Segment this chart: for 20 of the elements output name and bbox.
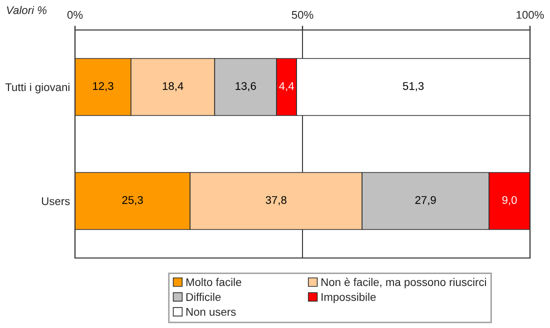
legend-label: Difficile xyxy=(186,292,221,301)
data-label: 18,4 xyxy=(162,82,184,92)
legend-label: Impossibile xyxy=(322,292,376,304)
x-tick-label: 100% xyxy=(516,10,544,19)
data-label: 4,4 xyxy=(279,82,294,92)
data-label: 27,9 xyxy=(415,196,436,206)
chart-title: Valori % xyxy=(6,6,46,14)
data-label: 51,3 xyxy=(402,82,424,92)
y-tick-label: Users xyxy=(42,197,70,206)
data-label: 37,8 xyxy=(266,196,286,206)
x-tick-label: 50% xyxy=(292,10,314,19)
data-label: 9,0 xyxy=(502,196,517,206)
y-tick-label: Tutti i giovani xyxy=(5,82,70,94)
legend-label: Non è facile, ma possono riuscirci xyxy=(322,278,486,288)
data-label: 13,6 xyxy=(236,82,256,92)
x-tick-label: 0% xyxy=(67,10,83,19)
data-label: 12,3 xyxy=(93,82,114,92)
data-label: 25,3 xyxy=(122,196,143,206)
legend-label: Molto facile xyxy=(186,278,242,286)
legend-label: Non users xyxy=(186,308,236,316)
